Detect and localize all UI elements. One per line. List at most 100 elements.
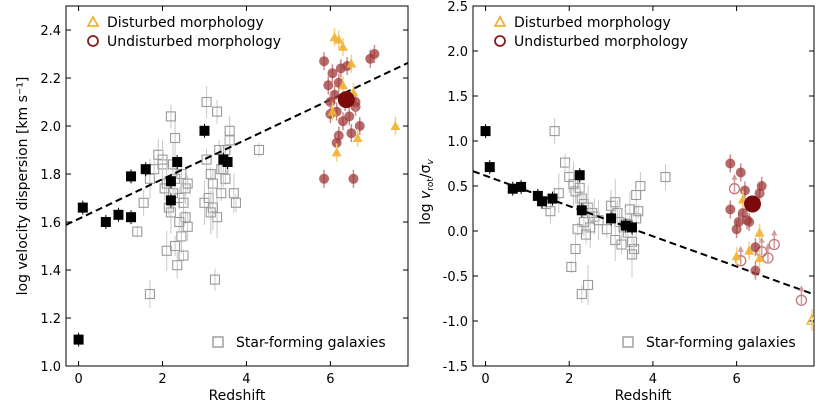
undisturbed-point — [750, 265, 761, 276]
sfg-point — [631, 189, 642, 201]
sfg-point — [583, 279, 594, 291]
left-legend-sfg-label: Star-forming galaxies — [236, 335, 386, 351]
limit-arrow — [771, 229, 778, 236]
x-tick-label: 4 — [242, 372, 250, 387]
x-tick-label: 4 — [649, 372, 657, 387]
y-tick-label: 1.8 — [40, 168, 61, 183]
right-ticks: 0 2 4 6 -1.5 -1.0 -0.5 0.0 0.5 1.0 1.5 2.0 2.5 — [443, 0, 814, 387]
undisturbed-point — [348, 173, 359, 184]
local-point — [516, 181, 527, 192]
sfg-point — [138, 197, 149, 208]
sfg-point — [549, 126, 560, 137]
x-tick-label: 6 — [732, 372, 740, 387]
local-point — [165, 176, 176, 187]
sfg-point — [178, 197, 189, 208]
y-tick-label: 0.0 — [447, 225, 468, 240]
stacked-point — [337, 91, 355, 109]
disturbed-point — [352, 133, 363, 142]
y-tick-label: -0.5 — [443, 270, 468, 285]
sfg-point — [220, 144, 231, 156]
right-marks — [473, 118, 814, 331]
undisturbed-point — [344, 111, 355, 122]
sfg-point — [568, 179, 579, 190]
sfg-point — [601, 224, 612, 235]
local-point — [574, 170, 585, 181]
undisturbed-point — [327, 68, 338, 79]
y-tick-label: 2.4 — [40, 24, 61, 39]
undisturbed-point — [725, 204, 736, 215]
local-point — [532, 190, 543, 201]
left-plot-frame — [65, 5, 409, 367]
sfg-point — [566, 261, 577, 273]
sfg-point — [178, 250, 189, 261]
sfg-point — [574, 182, 585, 193]
undisturbed-point — [331, 137, 342, 148]
undisturbed-point — [369, 49, 380, 59]
local-point — [165, 195, 176, 206]
right-panel: 0 2 4 6 -1.5 -1.0 -0.5 0.0 0.5 1.0 1.5 2.0 2.5 Redsh… — [418, 0, 815, 404]
x-tick-label: 2 — [158, 372, 166, 387]
local-point — [199, 125, 210, 136]
left-legend-bottom: Star-forming galaxies — [212, 335, 386, 351]
limit-arrow — [737, 245, 744, 252]
sfg-point — [201, 154, 212, 165]
disturbed-point — [327, 106, 338, 116]
local-point — [126, 212, 137, 223]
y-tick-label: 2.0 — [40, 120, 61, 135]
local-point — [547, 193, 558, 204]
undisturbed-point — [725, 158, 736, 169]
sfg-point — [570, 243, 581, 255]
sfg-point — [224, 125, 235, 136]
local-point — [73, 334, 84, 345]
left-ticks: 0 2 4 6 1.0 1.2 1.4 1.6 1.8 2.0 2.2 2.4 — [40, 6, 408, 387]
right-legend-sfg-label: Star-forming galaxies — [646, 335, 796, 351]
sfg-point — [132, 226, 143, 237]
sfg-point — [212, 106, 223, 117]
local-point — [620, 220, 631, 231]
right-y-axis-label: log vrot/σv — [418, 159, 436, 225]
undisturbed-limit-point — [735, 255, 747, 267]
sfg-point — [216, 188, 227, 199]
left-legend-undisturbed-label: Undisturbed morphology — [107, 34, 281, 50]
sfg-point — [170, 132, 181, 144]
local-point — [606, 213, 617, 224]
sfg-point — [580, 229, 592, 240]
y-tick-label: 1.4 — [40, 264, 61, 279]
sfg-point — [626, 249, 638, 260]
undisturbed-point — [319, 173, 330, 184]
sfg-point — [610, 197, 621, 208]
undisturbed-point — [346, 128, 357, 139]
local-point — [172, 157, 183, 167]
y-tick-label: -1.0 — [443, 315, 468, 330]
undisturbed-limit-point — [728, 183, 741, 195]
sfg-point — [165, 111, 176, 122]
sfg-point — [144, 173, 155, 184]
x-tick-label: 0 — [481, 372, 489, 387]
undisturbed-limit-point — [768, 238, 780, 251]
sfg-point — [209, 274, 221, 285]
local-point — [126, 171, 137, 182]
sfg-point — [576, 193, 587, 204]
sfg-point — [220, 173, 231, 184]
undisturbed-legend-marker — [87, 35, 99, 47]
sfg-point — [144, 288, 155, 300]
sfg-point — [629, 243, 640, 255]
sfg-point — [176, 231, 187, 242]
left-panel: 0 2 4 6 1.0 1.2 1.4 1.6 1.8 2.0 2.2 2.4 Redshift lo… — [15, 5, 409, 404]
sfg-point — [572, 224, 583, 235]
undisturbed-point — [735, 167, 746, 178]
limit-arrow — [798, 285, 805, 292]
undisturbed-point — [354, 121, 365, 131]
sfg-point — [161, 245, 172, 256]
sfg-point — [545, 206, 556, 217]
left-y-axis-label: log velocity dispersion [km s⁻¹] — [15, 77, 31, 296]
undisturbed-point — [323, 80, 334, 91]
sfg-point — [205, 207, 216, 218]
disturbed-limit-point — [805, 313, 814, 325]
local-point — [100, 217, 111, 227]
stacked-point — [743, 195, 761, 213]
right-legend-bottom: Star-forming galaxies — [622, 335, 796, 351]
undisturbed-point — [733, 217, 744, 227]
right-legend-disturbed-label: Disturbed morphology — [514, 15, 671, 31]
